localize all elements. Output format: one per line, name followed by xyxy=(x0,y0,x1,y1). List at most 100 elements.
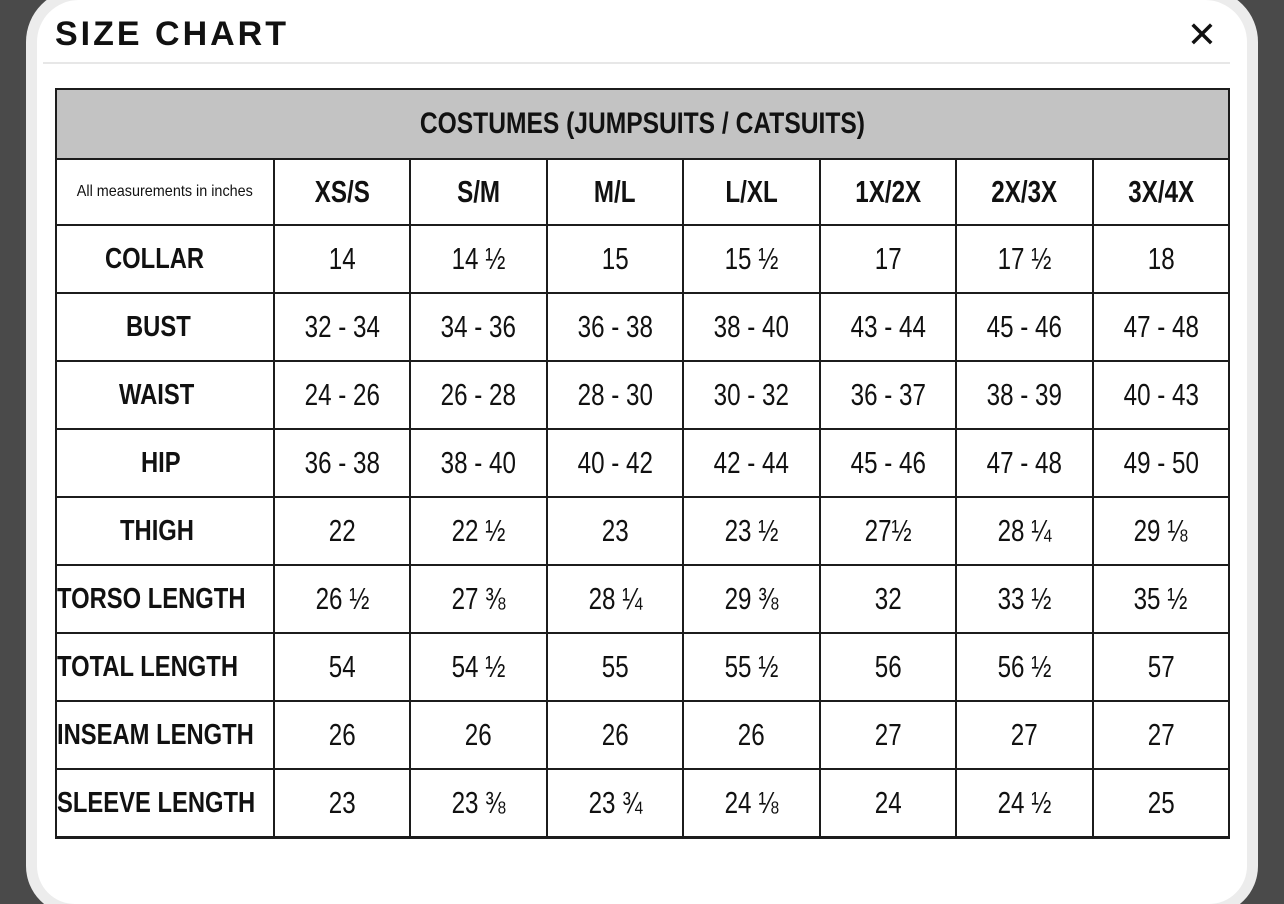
measurement-cell: 27 ⅜ xyxy=(409,564,548,634)
measurement-cell: 23 ⅜ xyxy=(409,768,548,839)
measurement-cell: 26 xyxy=(682,700,821,770)
measurement-cell: 14 ½ xyxy=(409,224,548,294)
row-label-cell: THIGH xyxy=(55,496,275,566)
row-label: TORSO LENGTH xyxy=(57,582,246,615)
measurement-value: 17 ½ xyxy=(997,241,1052,276)
column-header-3x-4x: 3X/4X xyxy=(1091,158,1231,226)
size-chart-table: COSTUMES (JUMPSUITS / CATSUITS) All meas… xyxy=(55,88,1231,839)
measurement-value: 43 - 44 xyxy=(850,309,926,344)
table-row-torso-length: TORSO LENGTH 26 ½ 27 ⅜ 28 ¼ 29 ⅜ 32 33 ½ 35 ½ xyxy=(55,564,1231,634)
measurement-value: 32 xyxy=(874,581,902,616)
measurement-cell: 57 xyxy=(1091,632,1231,702)
column-header-m-l: M/L xyxy=(545,158,685,226)
row-label-cell: WAIST xyxy=(55,360,275,430)
measurement-value: 27 ⅜ xyxy=(451,581,506,616)
measurement-cell: 36 - 38 xyxy=(545,292,685,362)
measurement-value: 24 ⅛ xyxy=(724,785,779,820)
close-icon[interactable]: ✕ xyxy=(1187,12,1217,60)
measurement-cell: 43 - 44 xyxy=(818,292,958,362)
measurement-cell: 45 - 46 xyxy=(955,292,1094,362)
column-header-s-m: S/M xyxy=(409,158,548,226)
measurement-value: 29 ⅜ xyxy=(724,581,779,616)
measurement-value: 27 xyxy=(874,717,902,752)
row-label-cell: TOTAL LENGTH xyxy=(55,632,275,702)
measurement-cell: 47 - 48 xyxy=(955,428,1094,498)
row-label-cell: HIP xyxy=(55,428,275,498)
measurement-value: 45 - 46 xyxy=(850,445,926,480)
row-label-cell: TORSO LENGTH xyxy=(55,564,275,634)
measurement-value: 35 ½ xyxy=(1133,581,1188,616)
measurement-value: 18 xyxy=(1147,241,1175,276)
row-label-cell: INSEAM LENGTH xyxy=(55,700,275,770)
measurement-value: 23 ¾ xyxy=(588,785,642,820)
measurement-cell: 28 ¼ xyxy=(545,564,685,634)
measurement-value: 54 xyxy=(328,649,356,684)
measurement-cell: 17 ½ xyxy=(955,224,1094,294)
measurement-value: 42 - 44 xyxy=(713,445,790,480)
measurement-cell: 40 - 43 xyxy=(1091,360,1231,430)
column-header-label: M/L xyxy=(594,174,636,209)
page-title: SIZE CHART xyxy=(55,15,289,53)
measurement-value: 57 xyxy=(1147,649,1175,684)
measurement-value: 24 xyxy=(874,785,902,820)
measurement-cell: 26 xyxy=(272,700,412,770)
measurement-value: 23 ⅜ xyxy=(451,785,506,820)
measurement-value: 28 ¼ xyxy=(588,581,642,616)
measurement-cell: 23 xyxy=(272,768,412,839)
measurement-value: 38 - 39 xyxy=(986,377,1062,412)
measurement-value: 17 xyxy=(874,241,902,276)
measurement-value: 23 ½ xyxy=(724,513,779,548)
measurement-cell: 28 - 30 xyxy=(545,360,685,430)
table-row-waist: WAIST 24 - 26 26 - 28 28 - 30 30 - 32 36 - 37… xyxy=(55,360,1231,430)
row-label: SLEEVE LENGTH xyxy=(57,786,256,819)
row-label-cell: COLLAR xyxy=(55,224,275,294)
measurement-value: 15 ½ xyxy=(724,241,779,276)
measurement-cell: 26 ½ xyxy=(272,564,412,634)
row-label: THIGH xyxy=(119,514,194,547)
measurements-note-cell: All measurements in inches xyxy=(55,158,275,226)
row-label: INSEAM LENGTH xyxy=(57,718,254,751)
measurement-cell: 29 ⅛ xyxy=(1091,496,1231,566)
measurement-value: 27 xyxy=(1147,717,1175,752)
column-header-label: S/M xyxy=(457,174,501,209)
measurement-cell: 45 - 46 xyxy=(818,428,958,498)
size-chart-modal: SIZE CHART ✕ COSTUMES (JUMPSUITS / CATSU… xyxy=(37,0,1247,904)
measurement-cell: 22 ½ xyxy=(409,496,548,566)
measurement-cell: 29 ⅜ xyxy=(682,564,821,634)
measurement-cell: 27 xyxy=(818,700,958,770)
measurement-cell: 36 - 38 xyxy=(272,428,412,498)
measurement-cell: 30 - 32 xyxy=(682,360,821,430)
measurement-cell: 38 - 39 xyxy=(955,360,1094,430)
row-label-cell: SLEEVE LENGTH xyxy=(55,768,275,839)
column-header-label: XS/S xyxy=(314,174,370,209)
measurement-value: 40 - 43 xyxy=(1123,377,1199,412)
measurement-cell: 26 xyxy=(545,700,685,770)
measurement-value: 47 - 48 xyxy=(1123,309,1199,344)
row-label: BUST xyxy=(125,310,191,343)
measurement-value: 55 ½ xyxy=(724,649,779,684)
column-header-xs-s: XS/S xyxy=(272,158,412,226)
measurement-cell: 23 xyxy=(545,496,685,566)
column-header-label: 2X/3X xyxy=(991,174,1058,209)
measurement-cell: 28 ¼ xyxy=(955,496,1094,566)
measurement-cell: 55 xyxy=(545,632,685,702)
measurement-value: 14 ½ xyxy=(451,241,506,276)
table-caption-cell: COSTUMES (JUMPSUITS / CATSUITS) xyxy=(55,88,1230,160)
table-row-hip: HIP 36 - 38 38 - 40 40 - 42 42 - 44 45 - 46 47… xyxy=(55,428,1231,498)
measurement-cell: 36 - 37 xyxy=(818,360,958,430)
measurement-value: 30 - 32 xyxy=(713,377,790,412)
measurement-cell: 27 xyxy=(1091,700,1231,770)
row-label: COLLAR xyxy=(104,242,204,275)
table-row-total-length: TOTAL LENGTH 54 54 ½ 55 55 ½ 56 56 ½ 57 xyxy=(55,632,1231,702)
column-header-2x-3x: 2X/3X xyxy=(955,158,1094,226)
measurement-cell: 26 xyxy=(409,700,548,770)
column-header-l-xl: L/XL xyxy=(682,158,821,226)
measurement-cell: 38 - 40 xyxy=(409,428,548,498)
row-label: WAIST xyxy=(119,378,195,411)
measurement-cell: 24 - 26 xyxy=(272,360,412,430)
column-header-label: 1X/2X xyxy=(854,174,921,209)
measurement-cell: 33 ½ xyxy=(955,564,1094,634)
measurement-cell: 38 - 40 xyxy=(682,292,821,362)
measurement-cell: 40 - 42 xyxy=(545,428,685,498)
